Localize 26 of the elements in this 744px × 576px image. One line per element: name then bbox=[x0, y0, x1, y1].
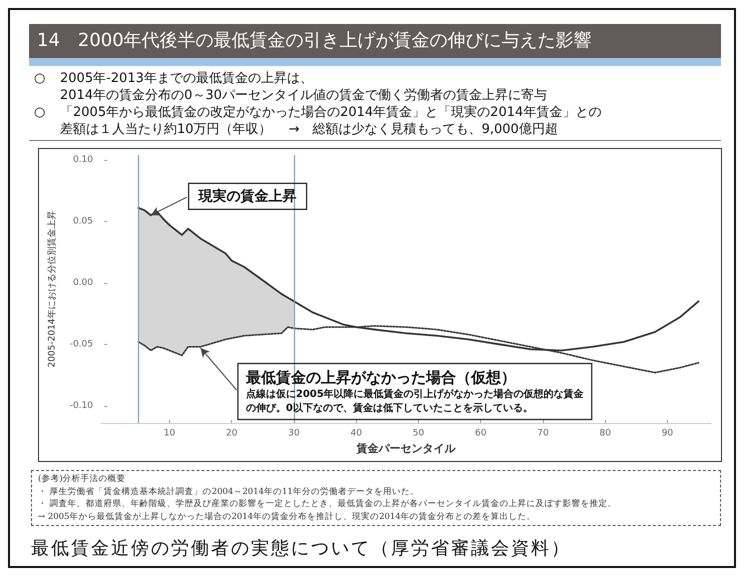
y-axis-title: 2005-2014年における分位別賃金上昇 bbox=[46, 210, 58, 368]
chart-subtitle: ○ 2005年-2013年までの最低賃金の上昇は、 2014年の賃金分布の0～30パーセンタイル値の賃金で働く労働者の賃金上昇に寄与 ○ 「2005年から最低賃金の改定がなかった場合の2014年賃金」と「現実の2014年賃金」との差額は１人当たり約10万円（年収） → 総額は少なく見積もっても、9,000億円超 bbox=[34, 70, 602, 137]
x-axis-title: 賃金パーセンタイル bbox=[356, 442, 456, 455]
text: ・ 調査年、都道府県、年齢階級、学歴及び産業の影響を一定としたとき、最低賃金の上昇が各パーセンタイル賃金の上昇に及ぼす影響を推定。 bbox=[38, 498, 618, 510]
text: ・ 厚生労働省「賃金構造基本統計調査」の2004～2014年の11年分の労働者データを用いた。 bbox=[38, 486, 420, 498]
x-tick-label: 60 bbox=[474, 428, 487, 438]
annotation: 最低賃金の上昇がなかった場合（仮想） bbox=[244, 368, 516, 387]
text: 最低賃金近傍の労働者の実態について（厚労省審議会資料） bbox=[31, 537, 571, 560]
y-tick-label: -0.05 bbox=[70, 339, 93, 350]
x-tick-label: 40 bbox=[350, 428, 362, 438]
x-tick-label: 30 bbox=[288, 428, 300, 438]
y-tick-label: -0.10 bbox=[70, 400, 94, 411]
chart-title: 14 2000年代後半の最低賃金の引き上げが賃金の伸びに与えた影響 bbox=[29, 24, 721, 58]
annotation: 現実の賃金上昇 bbox=[198, 187, 297, 204]
annotation: 点線は仮に2005年以降に最低賃金の引上げがなかった場合の仮想的な賃金の伸び。0以下なので、賃金は低下していたことを示している。 bbox=[246, 388, 585, 414]
text: → 2005年から最低賃金が上昇しなかった場合の2014年の賃金分布を推計し、現実の2014年の賃金分布との差を算出した。 bbox=[38, 510, 537, 523]
x-tick-label: 80 bbox=[599, 428, 612, 438]
x-tick-label: 50 bbox=[412, 428, 424, 438]
y-tick-label: 0.05 bbox=[72, 216, 93, 226]
x-tick-label: 20 bbox=[226, 428, 238, 438]
y-tick-label: 0.00 bbox=[72, 278, 94, 288]
x-tick-label: 70 bbox=[537, 428, 549, 438]
x-tick-label: 10 bbox=[164, 428, 176, 438]
y-tick-label: 0.10 bbox=[72, 154, 94, 165]
x-tick-label: 90 bbox=[662, 428, 674, 438]
text: (参考)分析手法の概要 bbox=[38, 473, 127, 486]
